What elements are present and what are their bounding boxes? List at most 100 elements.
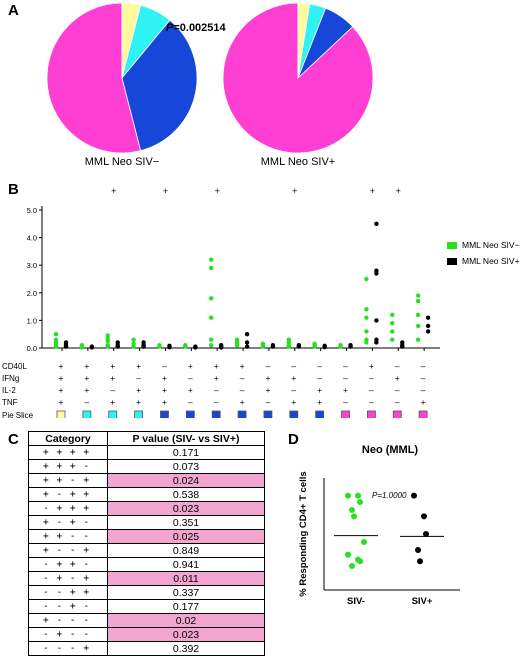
data-point-siv-neg — [415, 312, 421, 318]
sign-label: + — [369, 361, 374, 371]
sign-label: – — [369, 373, 374, 383]
pvalue-cell: 0.025 — [107, 529, 265, 544]
p-value-table: Category P value (SIV- vs SIV+) + + + +0… — [28, 431, 265, 656]
data-point-siv-neg — [364, 276, 369, 282]
data-point-siv-neg — [286, 344, 291, 349]
sign-label: – — [395, 397, 400, 407]
pie-slice-swatch — [237, 410, 247, 418]
category-cell: + - - - — [28, 613, 108, 628]
data-point-siv-neg — [209, 315, 214, 320]
pie-slice — [46, 2, 142, 154]
data-point — [361, 539, 367, 545]
data-point-siv-neg — [209, 296, 214, 301]
y-tick-label: 3.0 — [27, 261, 37, 270]
sign-label: – — [266, 397, 271, 407]
pvalue-cell: 0.538 — [107, 487, 265, 502]
sign-label: + — [188, 385, 193, 395]
pie-slice-swatch — [289, 410, 299, 418]
sign-label: – — [266, 361, 271, 371]
data-point-siv-neg — [364, 315, 369, 320]
pie-slice-swatch — [418, 410, 428, 418]
category-scatter-chart: 0.0 1.0 2.0 3.0 4.0 5.0 CD40L IFNg IL-2 TNF Pie Sl… — [2, 186, 520, 418]
table-row: - + + -0.941 — [28, 557, 265, 572]
sign-label: + — [265, 373, 270, 383]
sign-label: + — [59, 385, 64, 395]
category-cell: + - + + — [28, 487, 108, 502]
data-point — [345, 551, 351, 558]
data-point-siv-neg — [364, 307, 369, 312]
x-category-label: SIV+ — [412, 596, 433, 607]
sign-label: – — [188, 373, 193, 383]
sign-label: – — [214, 385, 219, 395]
column-header-category: Category — [28, 431, 108, 446]
pie-label-siv-pos: MML Neo SIV+ — [260, 156, 336, 168]
column-header-pvalue: P value (SIV- vs SIV+) — [107, 431, 265, 446]
row-label: IL-2 — [2, 386, 16, 395]
sign-label: + — [188, 361, 193, 371]
data-point-siv-neg — [415, 337, 421, 342]
data-point — [355, 492, 361, 499]
pie-slice-swatch — [56, 410, 66, 418]
sign-label: – — [421, 385, 426, 395]
data-point-siv-neg — [415, 293, 421, 298]
panel-d-title: Neo (MML) — [362, 444, 419, 456]
data-point-siv-pos — [270, 344, 276, 349]
category-cell: - + + + — [28, 501, 108, 516]
sign-label: + — [317, 397, 322, 407]
panel-label-a: A — [8, 2, 19, 19]
sign-label: + — [162, 397, 167, 407]
sign-label: + — [265, 385, 270, 395]
sign-label: + — [343, 385, 348, 395]
category-cell: - + + - — [28, 557, 108, 572]
x-category-label: SIV- — [347, 596, 365, 607]
sign-label: + — [110, 361, 115, 371]
category-cell: - - - + — [28, 641, 108, 656]
data-point-siv-pos — [244, 340, 250, 345]
sign-label: + — [291, 373, 296, 383]
pvalue-cell: 0.351 — [107, 515, 265, 530]
pie-slice-swatch — [392, 410, 402, 418]
data-point-siv-neg — [79, 345, 85, 350]
significance-marker: + — [215, 186, 220, 196]
p-value-text: =0.002514 — [173, 22, 226, 34]
data-point-siv-pos — [244, 332, 250, 337]
legend-swatch — [447, 242, 457, 249]
data-point-siv-pos — [63, 344, 69, 349]
data-point — [415, 547, 421, 553]
data-point-siv-neg — [131, 337, 136, 342]
category-cell: + + - - — [28, 529, 108, 544]
data-point-siv-pos — [425, 315, 431, 320]
pvalue-cell: 0.337 — [107, 585, 265, 600]
sign-label: – — [343, 373, 348, 383]
sign-label: + — [59, 361, 64, 371]
data-point-siv-neg — [338, 344, 343, 349]
data-point — [349, 507, 355, 513]
category-cell: - + - - — [28, 627, 108, 642]
sign-label: + — [162, 385, 167, 395]
sign-label: + — [136, 385, 141, 395]
sign-label: + — [136, 361, 141, 371]
significance-marker: + — [396, 186, 401, 196]
data-point — [411, 492, 417, 499]
data-point-siv-pos — [244, 344, 250, 349]
legend-label: MML Neo SIV+ — [462, 256, 520, 266]
data-point-siv-neg — [234, 343, 240, 348]
table-row: - - + -0.177 — [28, 599, 265, 614]
legend-swatch — [447, 258, 457, 265]
p-symbol: P — [166, 22, 174, 34]
data-point-siv-pos — [374, 221, 379, 226]
pvalue-cell: 0.02 — [107, 613, 265, 628]
sign-label: – — [291, 361, 296, 371]
category-cell: + + - + — [28, 473, 108, 488]
data-point-siv-neg — [105, 338, 110, 344]
pvalue-cell: 0.849 — [107, 543, 265, 558]
data-point-siv-pos — [115, 344, 120, 349]
sign-label: – — [110, 385, 115, 395]
table-row: + - + -0.351 — [28, 515, 265, 530]
pvalue-cell: 0.073 — [107, 459, 265, 474]
data-point-siv-neg — [312, 344, 317, 349]
table-row: + + + +0.171 — [28, 445, 265, 460]
sign-label: – — [343, 361, 348, 371]
data-point-siv-pos — [322, 344, 327, 350]
data-point — [417, 558, 423, 565]
